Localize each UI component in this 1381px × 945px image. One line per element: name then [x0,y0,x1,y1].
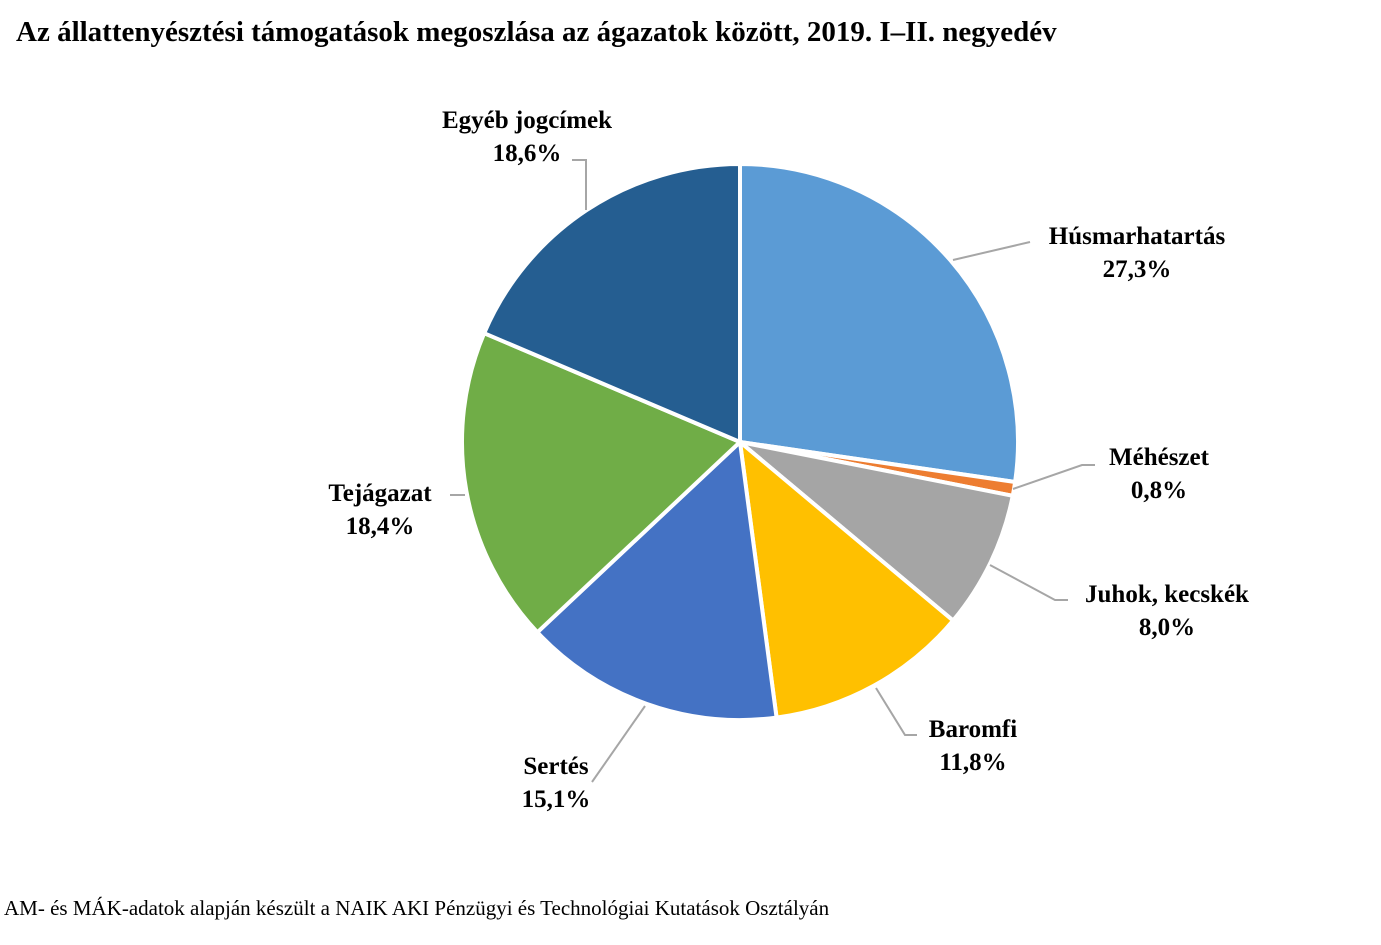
leader-line [989,564,1068,601]
pie-slice-juhok-kecskék [738,440,1015,623]
leader-line [952,241,1031,261]
value-label: 11,8% [939,749,1006,776]
pie-slice-tejágazat [460,331,742,635]
pie-slice-sertés [535,440,779,722]
leader-line [875,687,917,736]
pie-slice-húsmarhatartás [738,162,1020,485]
leader-line [1012,464,1095,490]
value-label: 18,6% [493,140,562,167]
source-note: AM- és MÁK-adatok alapján készült a NAIK… [4,896,830,920]
category-label: Húsmarhatartás [1049,223,1226,250]
pie-slice-baromfi [738,440,956,720]
category-label: Sertés [523,753,589,780]
category-label: Baromfi [929,716,1017,743]
category-label: Juhok, kecskék [1085,581,1249,608]
category-label: Méhészet [1109,444,1210,471]
category-label: Egyéb jogcímek [442,107,612,134]
value-label: 27,3% [1103,256,1172,283]
category-label: Tejágazat [328,480,432,507]
leader-line [591,705,646,783]
leader-line [572,159,587,210]
value-label: 8,0% [1139,614,1195,641]
value-label: 15,1% [522,786,591,813]
chart-title: Az állattenyésztési támogatások megoszlá… [16,16,1057,48]
value-label: 0,8% [1131,477,1187,504]
pie-slice-egyéb-jogcímek [482,162,742,444]
value-label: 18,4% [346,513,415,540]
